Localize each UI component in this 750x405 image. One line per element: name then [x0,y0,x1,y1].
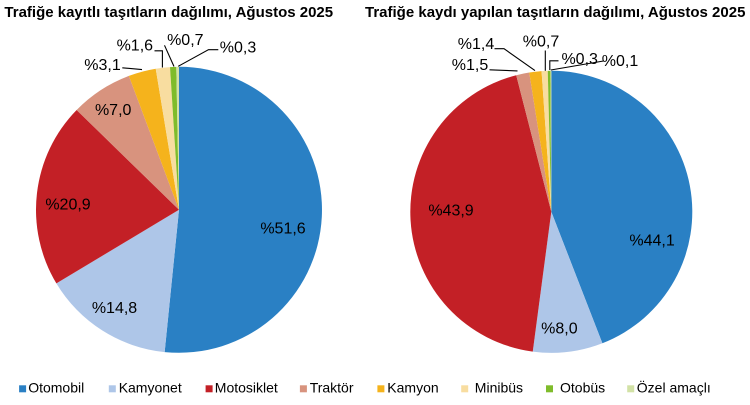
svg-text:%0,3: %0,3 [561,51,598,68]
svg-text:%14,8: %14,8 [92,300,137,317]
svg-text:%44,1: %44,1 [629,233,674,250]
svg-text:Özel amaçlı: Özel amaçlı [637,379,711,396]
svg-text:%0,1: %0,1 [602,53,639,70]
svg-text:Kamyonet: Kamyonet [119,380,182,396]
svg-text:%7,0: %7,0 [95,102,132,119]
svg-text:%1,6: %1,6 [117,38,154,55]
svg-text:%0,3: %0,3 [220,40,257,57]
svg-text:%1,4: %1,4 [458,36,495,53]
svg-text:Kamyon: Kamyon [387,380,438,396]
svg-text:%8,0: %8,0 [541,320,578,337]
svg-text:%43,9: %43,9 [428,202,473,219]
svg-text:%3,1: %3,1 [84,57,121,74]
svg-text:Minibüs: Minibüs [475,380,523,396]
svg-text:%0,7: %0,7 [167,32,204,49]
svg-text:%1,5: %1,5 [452,57,489,74]
svg-text:Otobüs: Otobüs [560,380,605,396]
svg-text:Motosiklet: Motosiklet [215,380,278,396]
svg-text:%20,9: %20,9 [45,196,90,213]
svg-text:Trafiğe kaydı yapılan taşıtlar: Trafiğe kaydı yapılan taşıtların dağılım… [365,4,745,21]
svg-text:Traktör: Traktör [310,380,354,396]
svg-text:Otomobil: Otomobil [28,380,84,396]
svg-text:%51,6: %51,6 [260,221,305,238]
svg-text:Trafiğe kayıtlı taşıtların dağ: Trafiğe kayıtlı taşıtların dağılımı, Ağu… [4,4,333,21]
svg-text:%0,7: %0,7 [523,34,560,51]
